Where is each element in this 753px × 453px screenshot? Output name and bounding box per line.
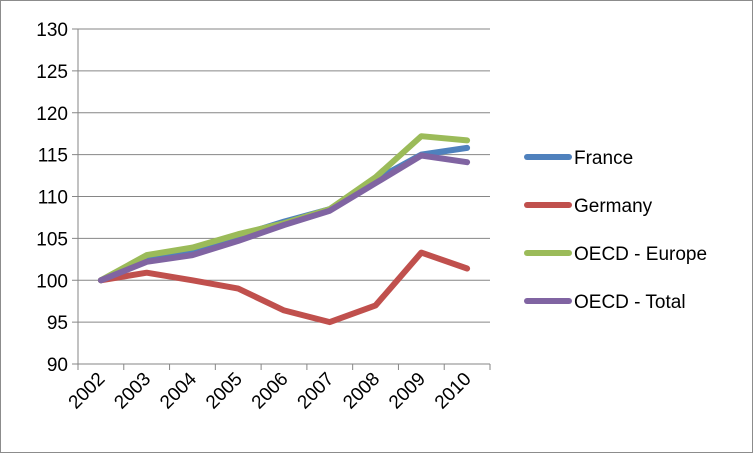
x-tick-label: 2008: [339, 369, 384, 414]
legend-label: Germany: [574, 196, 653, 217]
legend-label: OECD - Total: [574, 292, 686, 313]
x-tick-label: 2002: [65, 369, 110, 414]
x-tick-label: 2010: [431, 369, 476, 414]
y-tick-label: 100: [36, 271, 68, 292]
x-tick-label: 2004: [156, 368, 201, 413]
axes: [77, 29, 491, 370]
legend: France Germany OECD - Europe OECD - Total: [524, 148, 707, 313]
y-tick-labels: 90 95 100 105 110 115 120 125 130: [36, 20, 68, 376]
y-tick-label: 95: [47, 313, 68, 334]
legend-label: OECD - Europe: [574, 244, 707, 265]
y-tick-label: 130: [36, 20, 68, 41]
x-tick-labels: 2002 2003 2004 2005 2006 2007 2008 2009 2010: [65, 368, 476, 413]
legend-label: France: [574, 148, 633, 169]
series-line-germany: [97, 249, 471, 326]
gridlines: [72, 28, 490, 365]
series-lines: [97, 133, 471, 326]
x-tick-label: 2009: [385, 369, 430, 414]
y-tick-label: 125: [36, 62, 68, 83]
y-tick-label: 115: [38, 146, 68, 167]
series-line-oecd-total: [97, 152, 471, 284]
x-tick-label: 2003: [110, 369, 155, 414]
x-tick-label: 2006: [248, 369, 293, 414]
x-tick-label: 2005: [202, 369, 247, 414]
x-tick-label: 2007: [294, 369, 339, 414]
y-tick-label: 110: [38, 188, 68, 209]
y-tick-label: 105: [36, 229, 68, 250]
y-tick-label: 120: [36, 104, 68, 125]
y-tick-label: 90: [47, 355, 68, 376]
